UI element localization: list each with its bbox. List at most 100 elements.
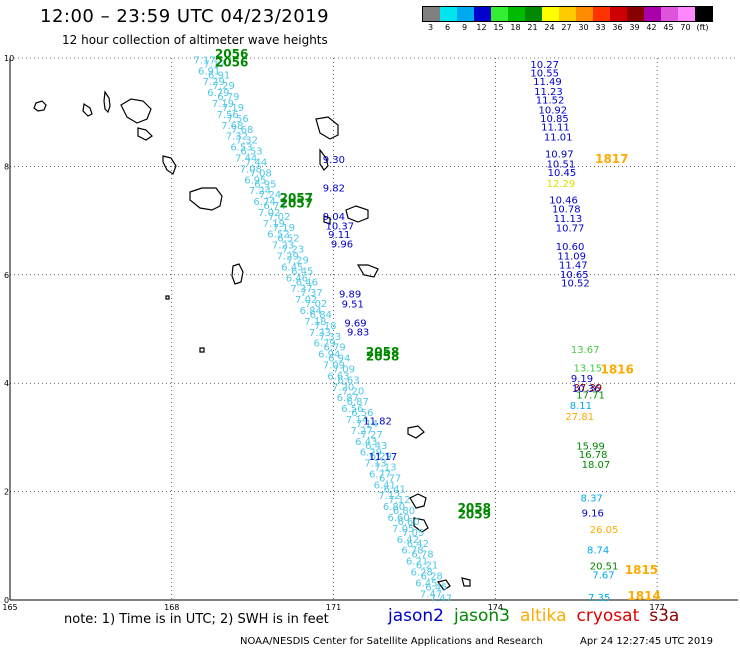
data-point-jason2: 9.69 — [344, 318, 366, 329]
swath-value-shadow: 6.21 — [416, 561, 438, 572]
data-point-jason3: 15.99 — [576, 441, 605, 452]
pass-label: 1815 — [625, 563, 658, 577]
data-point-jason3-light: 13.67 — [571, 345, 600, 356]
colorbar-label: 45 — [663, 23, 674, 32]
data-point-jason2: 10.37 — [325, 221, 354, 232]
x-tick-label: 165 — [2, 603, 17, 612]
colorbar-swatch — [678, 7, 695, 21]
colorbar-label: 3 — [427, 23, 434, 32]
legend-jason2: jason2 — [388, 606, 444, 626]
swath-value: 6.74 — [253, 197, 275, 208]
swath-value-shadow: 7.19 — [222, 103, 244, 114]
swath-value-shadow: 7.17 — [203, 59, 225, 70]
pass-label: 2058 — [366, 349, 399, 363]
swath-value-shadow: 6.79 — [324, 343, 346, 354]
legend-altika: altika — [520, 606, 567, 626]
swath-value: 6.43 — [355, 437, 377, 448]
legend-jason3: jason3 — [454, 606, 510, 626]
data-point-jason2: 10.51 — [547, 159, 576, 170]
colorbar-swatch — [610, 7, 627, 21]
chart-subtitle: 12 hour collection of altimeter wave hei… — [62, 33, 328, 47]
data-point-jason2: 10.36 — [572, 384, 601, 395]
data-point-jason3: 17.71 — [576, 390, 605, 401]
island-outlines — [33, 90, 471, 591]
pass-label: 1814 — [627, 589, 660, 603]
swath-value-shadow: 7.47 — [430, 593, 452, 604]
swath-band: 7.177.176.916.917.297.296.796.797.197.19… — [193, 55, 452, 604]
data-point-jason2: 11.13 — [554, 214, 583, 225]
swath-value-shadow: 7.32 — [236, 136, 258, 147]
pass-label: 1817 — [595, 152, 628, 166]
colorbar-swatch — [593, 7, 610, 21]
swath-value: 6.45 — [281, 262, 303, 273]
data-point-jason2: 10.27 — [530, 60, 559, 71]
swath-value: 7.32 — [226, 132, 248, 143]
swath-value-shadow: 6.45 — [291, 266, 313, 277]
swath-value-shadow: 6.79 — [217, 92, 239, 103]
island — [407, 425, 425, 439]
colorbar-swatch — [661, 7, 678, 21]
colorbar-label: 24 — [544, 23, 555, 32]
swath-value: 7.47 — [420, 589, 442, 600]
data-point-jason2: 11.09 — [557, 252, 586, 263]
swath-value: 7.02 — [295, 295, 317, 306]
swath-value: 7.56 — [216, 110, 238, 121]
swath-value: 6.29 — [360, 448, 382, 459]
swath-value: 7.14 — [346, 415, 368, 426]
y-tick-label: 4 — [4, 379, 9, 388]
swath-value-shadow: 6.74 — [263, 201, 285, 212]
colorbar-label: (ft) — [696, 23, 709, 32]
swath-value: 6.52 — [267, 230, 289, 241]
colorbar-label: 18 — [510, 23, 521, 32]
data-point-jason2: 10.78 — [552, 204, 581, 215]
swath-value: 6.21 — [406, 557, 428, 568]
swath-value-shadow: 7.24 — [259, 190, 281, 201]
note-text: note: 1) Time is in UTC; 2) SWH is in fe… — [64, 612, 329, 627]
data-point-jason2: 9.30 — [323, 155, 345, 166]
island — [231, 263, 244, 285]
swath-value-shadow: 7.20 — [342, 386, 364, 397]
swath-value: 7.44 — [235, 153, 257, 164]
colorbar-label: 30 — [578, 23, 589, 32]
island — [103, 90, 111, 114]
colorbar-label: 70 — [680, 23, 691, 32]
data-point-jason2: 10.97 — [545, 150, 574, 161]
island — [319, 148, 329, 171]
y-tick-label: 8 — [4, 162, 9, 171]
data-point-jason2: 9.89 — [339, 290, 361, 301]
data-point-cyan: 8.11 — [570, 401, 592, 412]
swath-value: 6.84 — [300, 306, 322, 317]
colorbar-swatch — [457, 7, 474, 21]
data-point-jason2: 11.17 — [369, 452, 398, 463]
swath-value: 7.29 — [203, 77, 225, 88]
swath-value-shadow: 7.44 — [245, 157, 267, 168]
data-point-jason2: 10.85 — [540, 114, 569, 125]
swath-value-shadow: 6.60 — [397, 517, 419, 528]
x-tick-label: 171 — [326, 603, 341, 612]
swath-value: 6.95 — [244, 175, 266, 186]
swath-value: 7.33 — [309, 328, 331, 339]
swath-value: 7.29 — [277, 252, 299, 263]
x-tick-label: 168 — [164, 603, 179, 612]
swath-value-shadow: 6.46 — [296, 277, 318, 288]
colorbar-swatch — [440, 7, 457, 21]
swath-value: 6.45 — [415, 578, 437, 589]
island — [323, 215, 331, 225]
pass-label: 2058 — [366, 345, 399, 359]
swath-value-shadow: 6.80 — [393, 506, 415, 517]
swath-value: 7.12 — [378, 491, 400, 502]
x-tick-label: 177 — [649, 603, 664, 612]
data-point-jason3-light: 13.15 — [574, 363, 603, 374]
swath-value: 6.78 — [401, 546, 423, 557]
data-point-jason2: 10.92 — [538, 105, 567, 116]
swath-value-shadow: 7.29 — [213, 81, 235, 92]
colorbar-label: 27 — [561, 23, 572, 32]
swath-value: 7.13 — [364, 459, 386, 470]
colorbar — [422, 6, 713, 22]
data-point-jason2: 10.52 — [561, 279, 590, 290]
axis-ticks: 165 168 171 174 177 0 2 4 6 8 10 — [2, 54, 664, 612]
colorbar-swatch — [542, 7, 559, 21]
chart-title: 12:00 – 23:59 UTC 04/23/2019 — [40, 6, 330, 27]
data-point-jason2: 9.16 — [582, 509, 604, 520]
swath-value-shadow: 6.52 — [277, 234, 299, 245]
